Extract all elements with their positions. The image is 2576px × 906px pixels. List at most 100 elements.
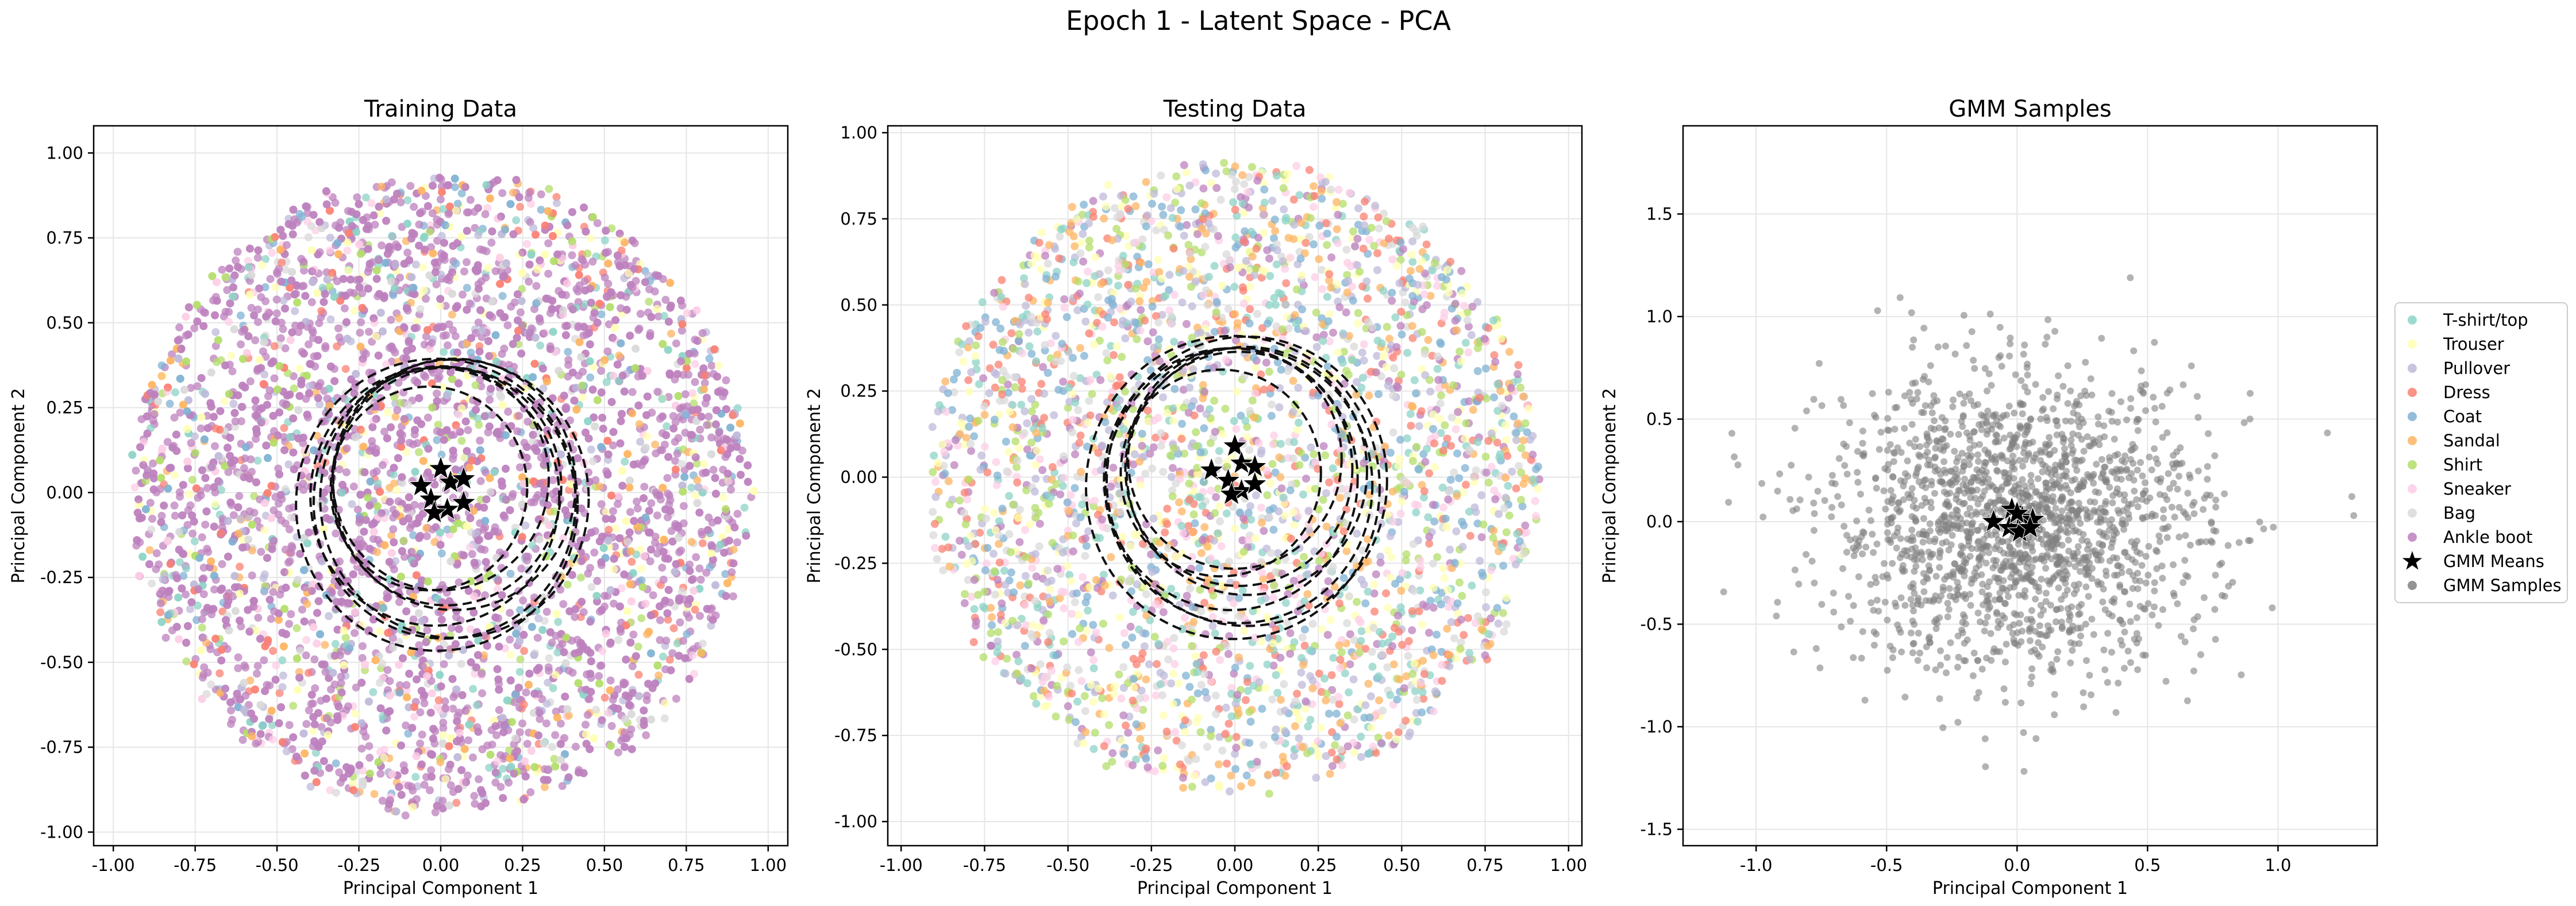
data-point [690, 399, 698, 408]
data-point [473, 261, 482, 269]
data-point [389, 525, 398, 534]
data-point [614, 636, 623, 644]
data-point [183, 407, 191, 416]
data-point [634, 670, 643, 679]
data-point [193, 382, 202, 391]
data-point [318, 283, 327, 292]
data-point [410, 500, 419, 509]
data-point [360, 527, 368, 536]
data-point [411, 426, 419, 434]
data-point [250, 311, 259, 319]
data-point [197, 374, 206, 383]
data-point [344, 702, 352, 711]
data-point [242, 443, 251, 452]
data-point [227, 706, 235, 715]
data-point [719, 493, 727, 502]
data-point [729, 559, 738, 568]
data-point [453, 559, 461, 568]
data-point [494, 675, 503, 684]
data-point [679, 637, 687, 645]
data-point [678, 320, 687, 329]
data-point [221, 361, 230, 370]
data-point [544, 531, 552, 539]
data-point [699, 364, 708, 373]
data-point [253, 456, 262, 465]
data-point [286, 336, 295, 344]
data-point [315, 218, 324, 226]
data-point [729, 545, 738, 554]
data-point [163, 537, 172, 546]
data-point [553, 199, 561, 207]
data-point [571, 742, 580, 751]
data-point [321, 641, 329, 649]
data-point [392, 486, 401, 495]
data-point [460, 551, 468, 560]
data-point [455, 728, 464, 737]
data-point [269, 647, 277, 655]
data-point [223, 601, 232, 610]
data-point [375, 678, 384, 687]
data-point [516, 203, 524, 211]
data-point [586, 234, 595, 242]
data-point [525, 277, 533, 286]
data-point [683, 357, 691, 365]
data-point [733, 538, 741, 546]
data-point [261, 283, 269, 291]
data-point [449, 454, 457, 463]
data-point [294, 406, 303, 414]
data-point [214, 336, 222, 345]
data-point [656, 636, 664, 645]
data-point [588, 385, 597, 394]
data-point [281, 545, 290, 554]
data-point [388, 770, 396, 778]
data-point [463, 306, 471, 314]
data-point [464, 426, 472, 434]
data-point [410, 712, 419, 721]
data-point [294, 328, 303, 337]
data-point [267, 707, 276, 715]
data-point [400, 415, 409, 423]
data-point [325, 384, 333, 393]
data-point [165, 587, 174, 595]
data-point [332, 788, 340, 797]
data-point [222, 616, 230, 624]
data-point [418, 263, 427, 272]
data-point [207, 402, 215, 411]
data-point [577, 353, 586, 361]
data-point [647, 313, 656, 321]
data-point [691, 360, 699, 368]
data-point [311, 749, 320, 757]
data-point [688, 576, 696, 584]
data-point [380, 541, 389, 550]
data-point [634, 401, 643, 410]
data-point [253, 411, 261, 420]
data-point [553, 250, 562, 259]
data-point [584, 434, 593, 443]
data-point [224, 444, 232, 452]
data-point [387, 342, 396, 351]
data-point [427, 243, 436, 252]
data-point [217, 529, 225, 538]
data-point [676, 296, 685, 305]
data-point [281, 485, 290, 494]
data-point [266, 275, 275, 283]
data-point [551, 670, 560, 679]
data-point [234, 503, 242, 511]
data-point [696, 426, 704, 434]
data-point [383, 666, 392, 674]
data-point [578, 393, 587, 402]
data-point [373, 548, 382, 556]
data-point [305, 706, 313, 715]
data-point [441, 775, 450, 784]
data-point [321, 668, 330, 676]
data-point [343, 246, 352, 255]
data-point [433, 390, 441, 398]
data-point [584, 417, 592, 426]
data-point [398, 547, 406, 556]
data-point [296, 550, 305, 558]
data-point [376, 209, 384, 218]
data-point [600, 236, 609, 245]
data-point [279, 671, 287, 680]
data-point [390, 284, 399, 293]
data-point [496, 309, 505, 318]
